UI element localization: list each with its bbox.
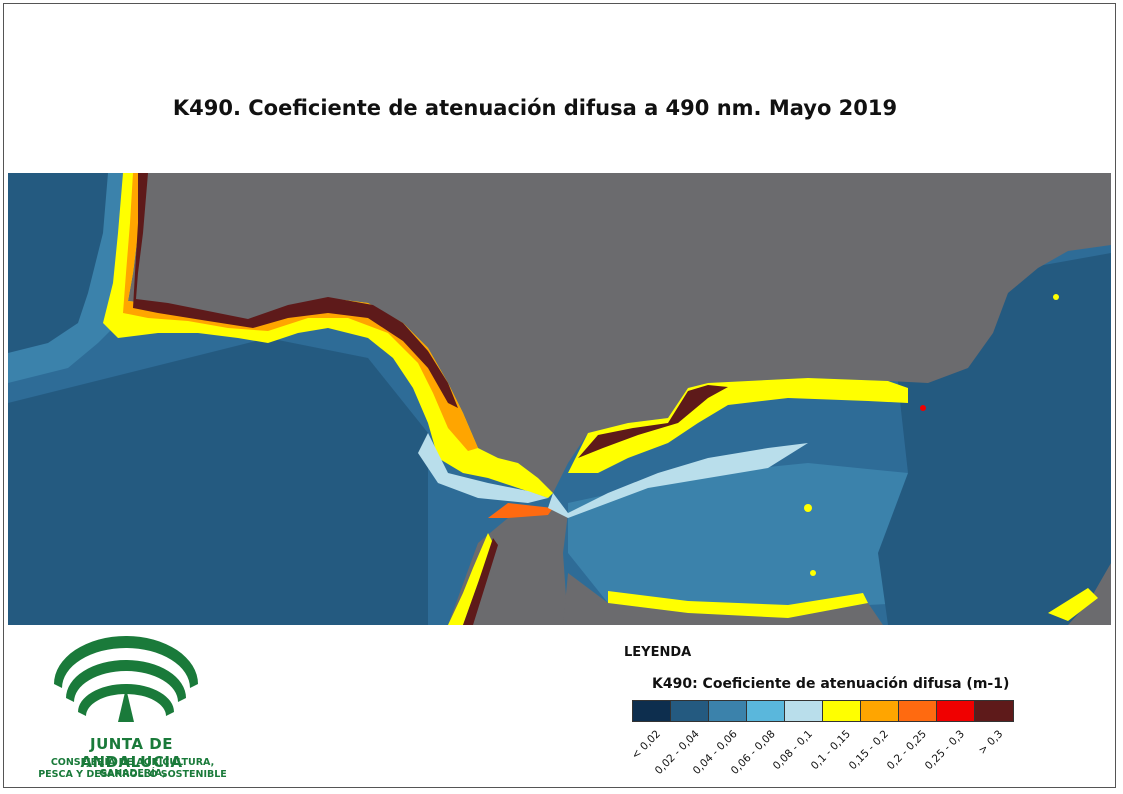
legend-swatch (785, 701, 823, 721)
map-title: K490. Coeficiente de atenuación difusa a… (0, 96, 1070, 120)
legend-swatch (633, 701, 671, 721)
coastal-spot (920, 405, 926, 411)
legend-color-bar (632, 700, 1014, 722)
legend-heading: LEYENDA (624, 645, 691, 660)
legend-swatch (709, 701, 747, 721)
legend-swatch (823, 701, 861, 721)
legend-swatch (975, 701, 1013, 721)
logo-subtitle-line2: PESCA Y DESARROLLO SOSTENIBLE (20, 769, 245, 780)
legend-subtitle: K490: Coeficiente de atenuación difusa (… (652, 676, 1009, 692)
legend-swatch (861, 701, 899, 721)
legend-swatch (747, 701, 785, 721)
coastal-spot (804, 504, 812, 512)
legend-swatch (671, 701, 709, 721)
coastal-spot (810, 570, 816, 576)
legend-swatch (937, 701, 975, 721)
legend-swatch (899, 701, 937, 721)
k490-map (8, 173, 1111, 625)
coastal-spot (1053, 294, 1059, 300)
